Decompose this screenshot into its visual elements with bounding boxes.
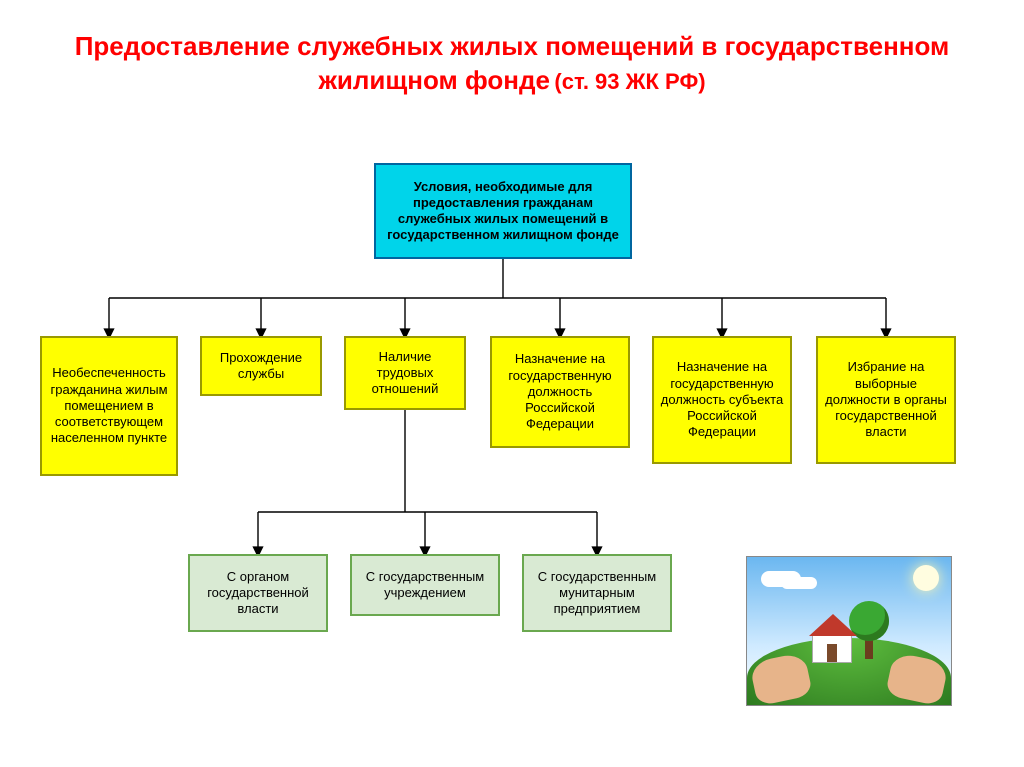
illustration-photo xyxy=(746,556,952,706)
root-box: Условия, необходимые для предоставления … xyxy=(374,163,632,259)
level1-box-5: Избрание на выборные должности в органы … xyxy=(816,336,956,464)
level2-box-2: С государственным мунитарным предприятие… xyxy=(522,554,672,632)
title-main: Предоставление служебных жилых помещений… xyxy=(75,31,950,95)
level1-box-4: Назначение на государственную должность … xyxy=(652,336,792,464)
level2-box-0: С органом государственной власти xyxy=(188,554,328,632)
level1-box-2: Наличие трудовых отношений xyxy=(344,336,466,410)
page-title: Предоставление служебных жилых помещений… xyxy=(0,0,1024,108)
level1-box-1: Прохождение службы xyxy=(200,336,322,396)
level1-box-3: Назначение на государственную должность … xyxy=(490,336,630,448)
level2-box-1: С государственным учреждением xyxy=(350,554,500,616)
title-sub: (ст. 93 ЖК РФ) xyxy=(554,69,705,94)
level1-box-0: Необеспеченность гражданина жилым помеще… xyxy=(40,336,178,476)
